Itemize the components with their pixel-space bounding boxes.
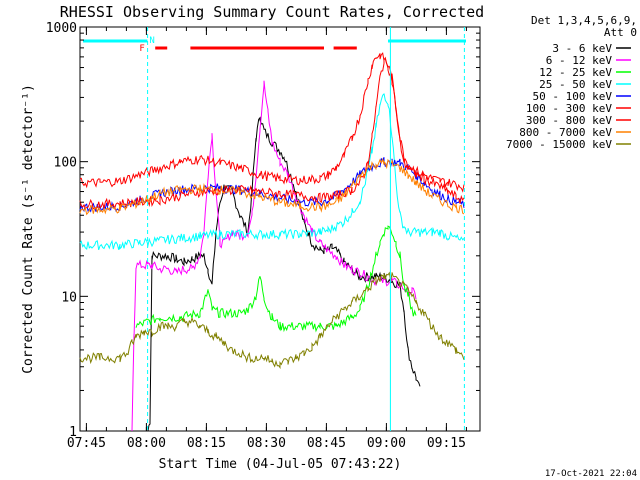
series-layer xyxy=(79,52,465,432)
x-tick-label-5: 09:00 xyxy=(367,436,406,451)
legend-label-1: 3 - 6 keV xyxy=(552,42,612,55)
legend-header-1: Att 0 xyxy=(604,26,637,39)
x-tick-label-1: 08:00 xyxy=(127,436,166,451)
annotation-F: F xyxy=(139,44,144,54)
legend-label-6: 100 - 300 keV xyxy=(526,102,612,115)
x-tick-label-0: 07:45 xyxy=(67,436,106,451)
legend-label-8: 800 - 7000 keV xyxy=(519,126,612,139)
y-tick-label-2: 100 xyxy=(54,156,77,171)
plot-frame xyxy=(79,26,481,432)
series-line-9 xyxy=(79,271,465,370)
legend-label-5: 50 - 100 keV xyxy=(533,90,613,103)
series-line-3 xyxy=(135,225,417,333)
legend-label-2: 6 - 12 keV xyxy=(546,54,613,67)
series-line-4 xyxy=(79,93,465,251)
x-tick-label-3: 08:30 xyxy=(247,436,286,451)
legend-label-3: 12 - 25 keV xyxy=(539,66,612,79)
x-tick-label-2: 08:15 xyxy=(187,436,226,451)
chart-title: RHESSI Observing Summary Count Rates, Co… xyxy=(60,3,484,21)
y-tick-label-0: 1 xyxy=(69,425,77,440)
legend-label-4: 25 - 50 keV xyxy=(539,78,612,91)
series-line-7 xyxy=(79,56,465,211)
x-tick-label-6: 09:15 xyxy=(427,436,466,451)
series-line-6 xyxy=(79,52,465,193)
y-axis-label: Corrected Count Rate (s⁻¹ detector⁻¹) xyxy=(21,84,36,374)
legend-label-7: 300 - 800 keV xyxy=(526,114,612,127)
legend-header-0: Det 1,3,4,5,6,9, xyxy=(531,14,637,27)
x-axis-label: Start Time (04-Jul-05 07:43:22) xyxy=(159,457,402,472)
y-tick-label-1: 10 xyxy=(61,290,77,305)
overlay-layer: FN xyxy=(83,27,466,431)
series-line-1 xyxy=(147,116,421,432)
annotation-N: N xyxy=(149,36,154,46)
series-line-8 xyxy=(79,157,465,216)
legend-label-9: 7000 - 15000 keV xyxy=(506,138,612,151)
series-line-2 xyxy=(131,80,417,432)
axis-layer: 07:45 08:00 08:15 08:30 08:45 09:00 09:15 1 10 10… xyxy=(46,21,480,451)
y-tick-label-3: 1000 xyxy=(46,21,77,36)
footer-date: 17-Oct-2021 22:04 xyxy=(545,469,637,479)
x-tick-label-4: 08:45 xyxy=(307,436,346,451)
